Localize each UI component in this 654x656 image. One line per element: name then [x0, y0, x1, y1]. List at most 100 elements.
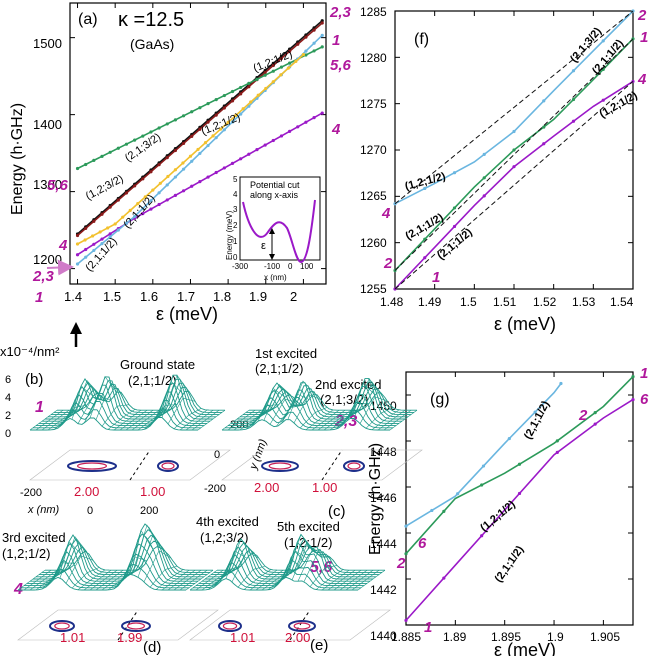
density-contour: [121, 620, 151, 632]
density-surface-line: [107, 569, 136, 591]
density-surface-line: [291, 543, 320, 581]
inset-frame: [239, 176, 321, 261]
panel-f-xlabel: ε (meV): [494, 314, 556, 334]
series-point-4: [92, 248, 96, 253]
panel-d-num: 4: [13, 581, 23, 598]
panel-e-title-1: 4th excited: [196, 514, 259, 529]
density-surface-line: [341, 403, 369, 426]
series-line-2: [405, 398, 634, 621]
inset-title-2: along x-axis: [250, 190, 299, 200]
series-point-1: [173, 148, 178, 153]
inset-xtick: -100: [264, 262, 281, 271]
panel-g-xlabel: ε (meV): [494, 640, 556, 656]
density-surface-line: [249, 569, 278, 591]
series-point-5: [121, 215, 125, 219]
series-point-3: [149, 207, 153, 211]
inset-ytick: 4: [233, 190, 238, 199]
series-point-1: [75, 233, 80, 238]
density-base-plane: [221, 449, 423, 481]
series-point-0: [423, 186, 427, 191]
density-surface-line: [29, 409, 58, 431]
density-surface-line: [77, 569, 106, 591]
g-ytick: 1440: [370, 629, 397, 643]
series-point-2: [631, 398, 635, 402]
inset-ytick: 3: [233, 205, 238, 214]
density-surface-line: [137, 533, 166, 578]
series-point-1: [116, 198, 120, 202]
series-point-4: [116, 228, 120, 232]
density-contour: [222, 622, 238, 630]
density-contour: [49, 620, 75, 632]
density-surface-line: [29, 569, 58, 591]
density-axis-tick: 0: [87, 505, 93, 517]
series-point-5: [128, 208, 132, 213]
series-point-2: [108, 150, 112, 154]
series-point-0: [430, 508, 434, 513]
series-point-2: [206, 102, 210, 106]
density-surface-line: [131, 409, 160, 431]
series-point-4: [133, 214, 137, 219]
density-surface-line: [371, 409, 400, 431]
series-point-2: [214, 97, 218, 102]
panel-b-title: Ground state: [120, 357, 195, 372]
f-left-label: 1: [432, 269, 440, 286]
series-point-1: [100, 212, 104, 216]
series-point-3: [312, 116, 316, 120]
series-point-1: [555, 439, 559, 443]
a-xtick: 2: [290, 289, 297, 304]
density-contour: [288, 620, 316, 632]
series-point-4: [108, 235, 112, 239]
series-point-1: [214, 113, 218, 117]
panel-a-material: (GaAs): [130, 36, 174, 52]
series-point-4: [239, 112, 243, 116]
density-surface-line: [113, 409, 142, 431]
inset-arrow-head-top: [269, 228, 275, 234]
a-xtick: 1.7: [177, 289, 195, 304]
series-point-3: [206, 175, 210, 179]
density-surface-line: [53, 540, 82, 580]
density-surface-line: [345, 569, 374, 591]
series-point-5: [218, 127, 223, 131]
density-contour: [126, 622, 145, 630]
density-contour: [218, 620, 242, 632]
series-point-3: [108, 232, 112, 236]
density-surface-line: [47, 562, 76, 586]
a-ytick: 1400: [33, 117, 62, 132]
panel-a-label: (a): [78, 11, 98, 28]
a-xtick: 1.4: [64, 289, 82, 304]
g-left-label: 2: [396, 555, 406, 572]
density-contour: [161, 462, 175, 470]
series-point-2: [92, 158, 96, 163]
density-surface-line: [251, 404, 280, 427]
inset-arrow-head-bottom: [269, 254, 275, 260]
series-point-0: [559, 381, 563, 386]
series-point-0: [320, 19, 324, 23]
a-arrow-up-head: [70, 322, 82, 334]
series-point-1: [423, 237, 427, 241]
series-point-2: [601, 98, 605, 102]
series-point-1: [542, 125, 546, 129]
inset-potential-curve: [242, 199, 316, 264]
density-surface-line: [293, 394, 322, 424]
density-surface-line: [303, 549, 332, 582]
panel-g-label: (g): [430, 391, 450, 408]
series-point-4: [181, 167, 186, 171]
series-point-2: [165, 122, 169, 126]
series-point-1: [442, 509, 446, 513]
density-surface-line: [197, 409, 226, 431]
series-point-2: [517, 491, 522, 496]
a-arrow-1: [46, 259, 74, 276]
density-surface-line: [353, 378, 382, 419]
f-xtick: 1.53: [572, 295, 596, 309]
series-point-1: [181, 141, 186, 146]
panel-f-label: (f): [414, 31, 429, 48]
series-point-4: [173, 175, 178, 179]
density-surface-line: [149, 404, 178, 427]
a-xtick: 1.9: [249, 289, 267, 304]
series-point-2: [555, 450, 559, 454]
a-xtick: 1.5: [103, 289, 121, 304]
density-surface-line: [269, 398, 298, 425]
density-ztick: 0: [5, 428, 11, 440]
series-point-3: [288, 129, 292, 133]
dashed-diabatic-line: [394, 81, 634, 290]
